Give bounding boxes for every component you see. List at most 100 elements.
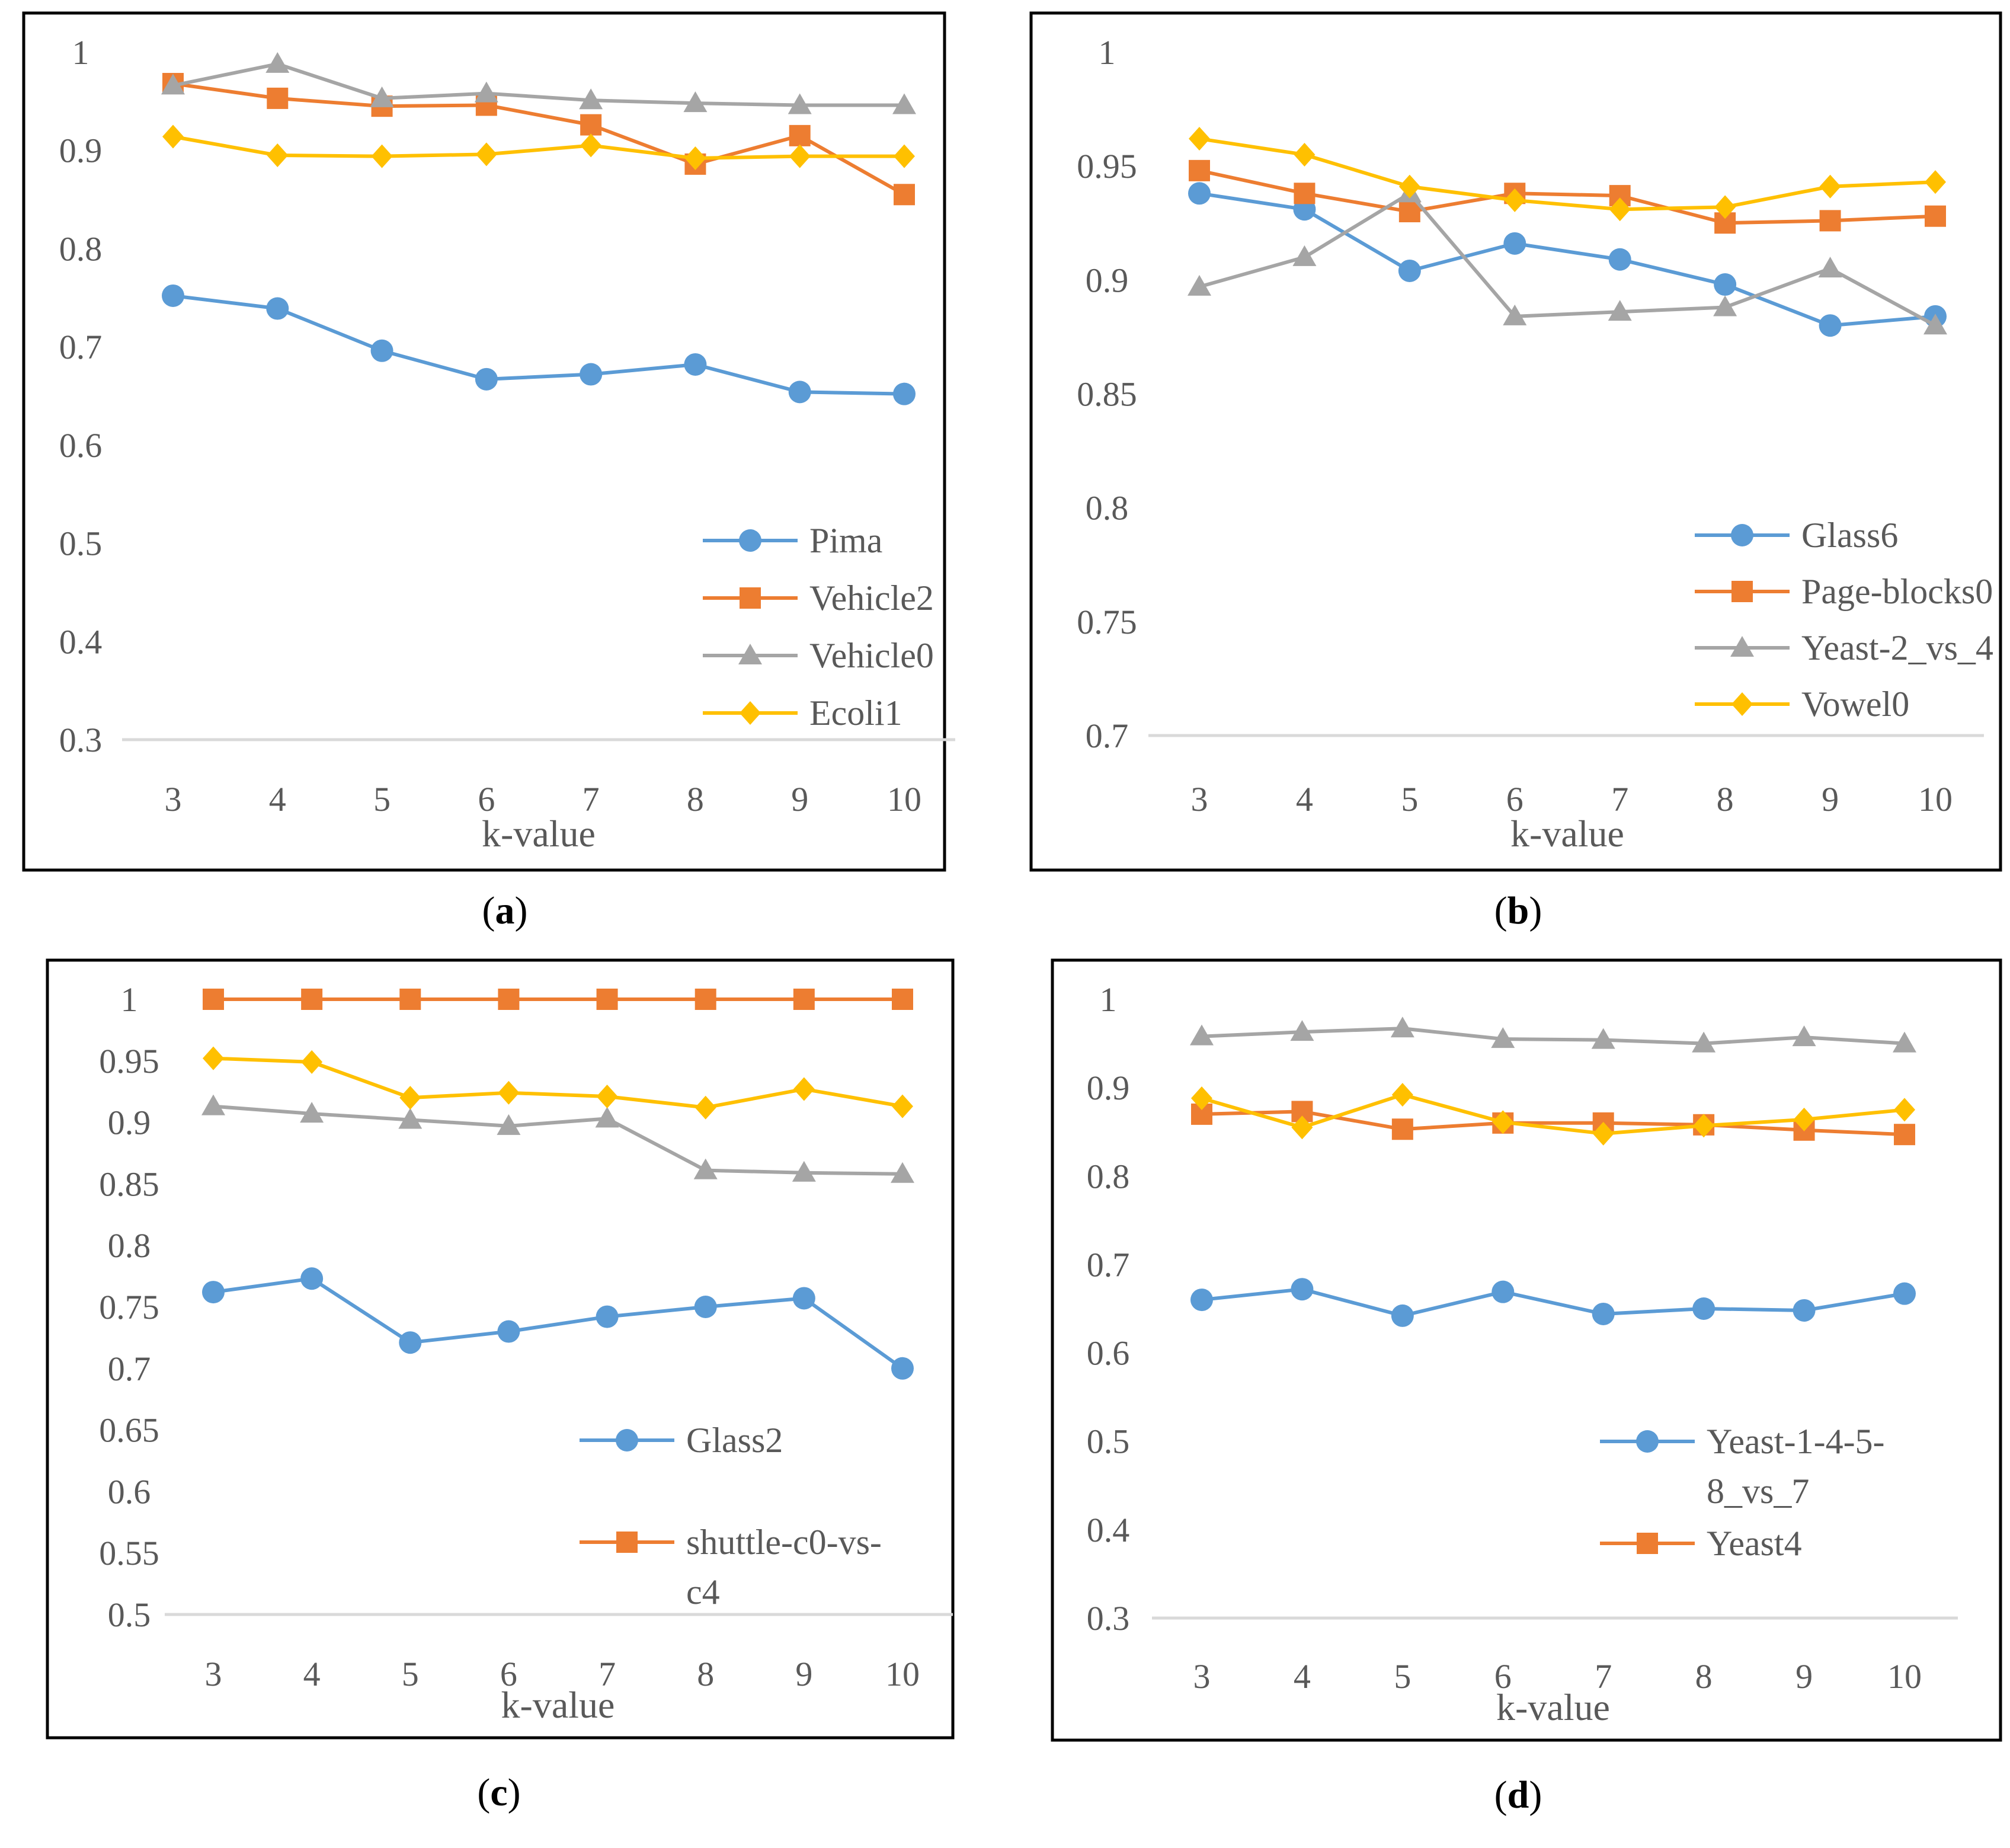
y-tick-label: 0.85	[99, 1165, 159, 1203]
y-tick-label: 0.75	[1077, 603, 1137, 641]
y-tick-label: 0.9	[59, 132, 103, 170]
legend: Pima Vehicle2 Vehicle0 Ecoli1	[703, 521, 934, 733]
x-tick-label: 10	[887, 780, 921, 819]
data-point	[893, 382, 916, 405]
data-point	[579, 88, 603, 110]
legend-label: Vehicle2	[809, 578, 934, 618]
y-tick-label: 0.4	[1087, 1511, 1130, 1549]
data-point	[693, 1158, 718, 1179]
series-line	[172, 62, 904, 107]
x-tick-label: 8	[697, 1655, 714, 1693]
x-tick-label: 6	[1494, 1657, 1512, 1696]
data-point	[694, 989, 716, 1010]
y-tick-label: 1	[1100, 980, 1117, 1019]
y-tick-label: 0.8	[59, 229, 103, 268]
legend: Glass2 shuttle-c0-vs-c4	[580, 1421, 882, 1612]
x-tick-label: 3	[1193, 1657, 1211, 1696]
x-tick-label: 9	[1795, 1657, 1813, 1696]
data-point	[1608, 248, 1631, 271]
data-point	[370, 86, 394, 107]
data-point	[300, 1102, 324, 1123]
legend-marker	[1730, 636, 1754, 657]
y-tick-label: 0.6	[1087, 1334, 1130, 1373]
x-axis-label: k-value	[1496, 1686, 1610, 1728]
data-point	[793, 989, 815, 1010]
data-point	[1504, 188, 1526, 212]
legend-marker	[739, 529, 761, 552]
x-tick-label: 4	[269, 780, 286, 819]
x-tick-label: 6	[478, 780, 495, 819]
x-tick-label: 10	[1918, 780, 1953, 819]
legend-marker	[740, 587, 761, 609]
data-point	[161, 73, 185, 95]
series-line	[1199, 168, 1936, 225]
series-line	[172, 293, 905, 396]
data-point	[266, 297, 289, 320]
series-line	[213, 1056, 903, 1110]
legend-label: Vowel0	[1801, 685, 1909, 724]
data-point	[1492, 1110, 1514, 1134]
panel-label: (b)	[1494, 889, 1542, 932]
x-tick-label: 7	[1611, 780, 1628, 819]
data-point	[1398, 174, 1420, 199]
y-tick-label: 0.8	[108, 1226, 151, 1265]
y-tick-label: 0.5	[1087, 1422, 1130, 1461]
x-tick-label: 5	[1394, 1657, 1411, 1696]
legend-label: shuttle-c0-vs-c4	[686, 1523, 882, 1612]
data-point	[596, 1305, 619, 1328]
y-tick-label: 0.85	[1077, 375, 1137, 414]
series-Yeast-1-4-5-8_vs_7	[1190, 1278, 1916, 1327]
data-point	[1294, 142, 1316, 167]
series-line	[1201, 1027, 1905, 1046]
data-point	[788, 381, 811, 404]
data-point	[1609, 197, 1631, 222]
data-point	[475, 367, 498, 391]
data-point	[1391, 1118, 1413, 1140]
data-point	[203, 989, 224, 1010]
data-point	[891, 1357, 914, 1380]
y-tick-label: 0.7	[1087, 1245, 1130, 1284]
y-tick-label: 0.75	[99, 1288, 159, 1326]
data-point	[399, 1086, 421, 1110]
y-tick-label: 0.3	[59, 721, 103, 759]
data-point	[370, 339, 393, 362]
data-point	[1398, 259, 1421, 282]
data-point	[1291, 1115, 1313, 1140]
x-tick-label: 7	[598, 1655, 616, 1693]
y-tick-label: 0.95	[1077, 147, 1137, 186]
data-point	[162, 284, 184, 307]
y-tick-label: 1	[72, 33, 89, 72]
legend-marker	[740, 701, 761, 725]
data-point	[203, 1046, 224, 1070]
data-point	[1390, 1016, 1414, 1038]
x-tick-label: 8	[1717, 780, 1734, 819]
legend-label-line: c4	[686, 1572, 720, 1612]
y-tick-label: 0.9	[1087, 1069, 1130, 1107]
data-point	[1189, 127, 1210, 151]
legend-marker	[738, 644, 762, 664]
data-point	[1290, 1020, 1314, 1041]
series-Vehicle0	[161, 52, 916, 114]
x-tick-label: 4	[1294, 1657, 1311, 1696]
data-point	[475, 142, 497, 167]
series-line	[172, 135, 904, 160]
data-point	[1793, 1299, 1816, 1322]
y-tick-label: 0.95	[99, 1042, 159, 1080]
data-point	[1713, 295, 1737, 316]
series-series-3	[1190, 1016, 1916, 1053]
legend-label: Glass2	[686, 1421, 783, 1460]
legend-marker	[1731, 524, 1753, 546]
data-point	[1503, 304, 1527, 325]
y-tick-label: 0.8	[1087, 1157, 1130, 1195]
data-point	[1292, 245, 1317, 266]
x-tick-label: 7	[582, 780, 600, 819]
data-point	[1819, 210, 1841, 232]
y-tick-label: 0.6	[108, 1472, 151, 1511]
x-tick-label: 10	[1887, 1657, 1922, 1696]
x-tick-label: 10	[885, 1655, 920, 1693]
series-Pima	[162, 284, 916, 405]
data-point	[474, 81, 498, 103]
x-axis-label: k-value	[1510, 813, 1624, 855]
data-point	[1894, 1098, 1915, 1122]
data-point	[694, 1095, 716, 1120]
